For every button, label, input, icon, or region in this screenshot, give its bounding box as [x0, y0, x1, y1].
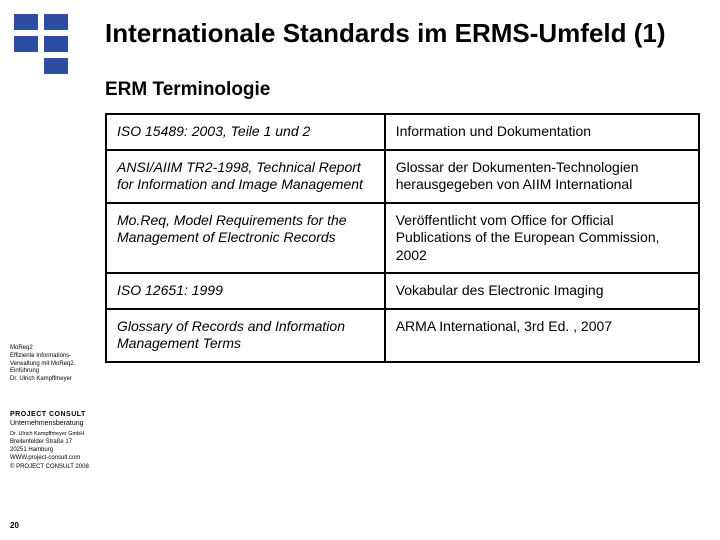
sidebar-line: WWW.project-consult.com: [10, 454, 95, 462]
sidebar-line: Verwaltung mit MoReq2.: [10, 361, 95, 369]
table-cell-standard: Glossary of Records and Information Mana…: [106, 309, 385, 362]
table-row: ISO 12651: 1999 Vokabular des Electronic…: [106, 273, 699, 309]
table-cell-description: Glossar der Dokumenten-Technologien hera…: [385, 150, 699, 203]
table-cell-standard: ISO 12651: 1999: [106, 273, 385, 309]
sidebar-line: Breitenfelder Straße 17: [10, 438, 95, 446]
sidebar-org-sub: Unternehmensberatung: [10, 419, 95, 428]
table-cell-standard: ISO 15489: 2003, Teile 1 und 2: [106, 114, 385, 150]
logo-icon: [14, 14, 74, 66]
sidebar-line: MoReq2: [10, 345, 95, 353]
table-cell-description: Vokabular des Electronic Imaging: [385, 273, 699, 309]
table-row: Glossary of Records and Information Mana…: [106, 309, 699, 362]
sidebar-meta-top: MoReq2 Effiziente Informations- Verwaltu…: [10, 345, 95, 384]
slide-title: Internationale Standards im ERMS-Umfeld …: [105, 18, 700, 49]
table-row: ISO 15489: 2003, Teile 1 und 2 Informati…: [106, 114, 699, 150]
left-column: MoReq2 Effiziente Informations- Verwaltu…: [0, 0, 95, 540]
slide-subtitle: ERM Terminologie: [105, 79, 700, 101]
table-cell-description: Information und Dokumentation: [385, 114, 699, 150]
page-number: 20: [10, 521, 19, 530]
sidebar-meta-bottom: PROJECT CONSULT Unternehmensberatung Dr.…: [10, 410, 95, 471]
table-cell-standard: ANSI/AIIM TR2-1998, Technical Report for…: [106, 150, 385, 203]
slide: MoReq2 Effiziente Informations- Verwaltu…: [0, 0, 720, 540]
sidebar-line: Dr. Ulrich Kampffmeyer: [10, 376, 95, 384]
table-row: Mo.Req, Model Requirements for the Manag…: [106, 203, 699, 274]
table-cell-description: ARMA International, 3rd Ed. , 2007: [385, 309, 699, 362]
standards-table: ISO 15489: 2003, Teile 1 und 2 Informati…: [105, 113, 700, 363]
content-area: Internationale Standards im ERMS-Umfeld …: [95, 0, 720, 540]
table-cell-description: Veröffentlicht vom Office for Official P…: [385, 203, 699, 274]
sidebar-line: 20251 Hamburg: [10, 446, 95, 454]
table-row: ANSI/AIIM TR2-1998, Technical Report for…: [106, 150, 699, 203]
sidebar-line: Einführung: [10, 368, 95, 376]
table-cell-standard: Mo.Req, Model Requirements for the Manag…: [106, 203, 385, 274]
sidebar-line: © PROJECT CONSULT 2008: [10, 463, 95, 471]
sidebar-line: Effiziente Informations-: [10, 353, 95, 361]
sidebar-org: PROJECT CONSULT: [10, 410, 95, 419]
sidebar-line: Dr. Ulrich Kampffmeyer GmbH: [10, 431, 95, 438]
